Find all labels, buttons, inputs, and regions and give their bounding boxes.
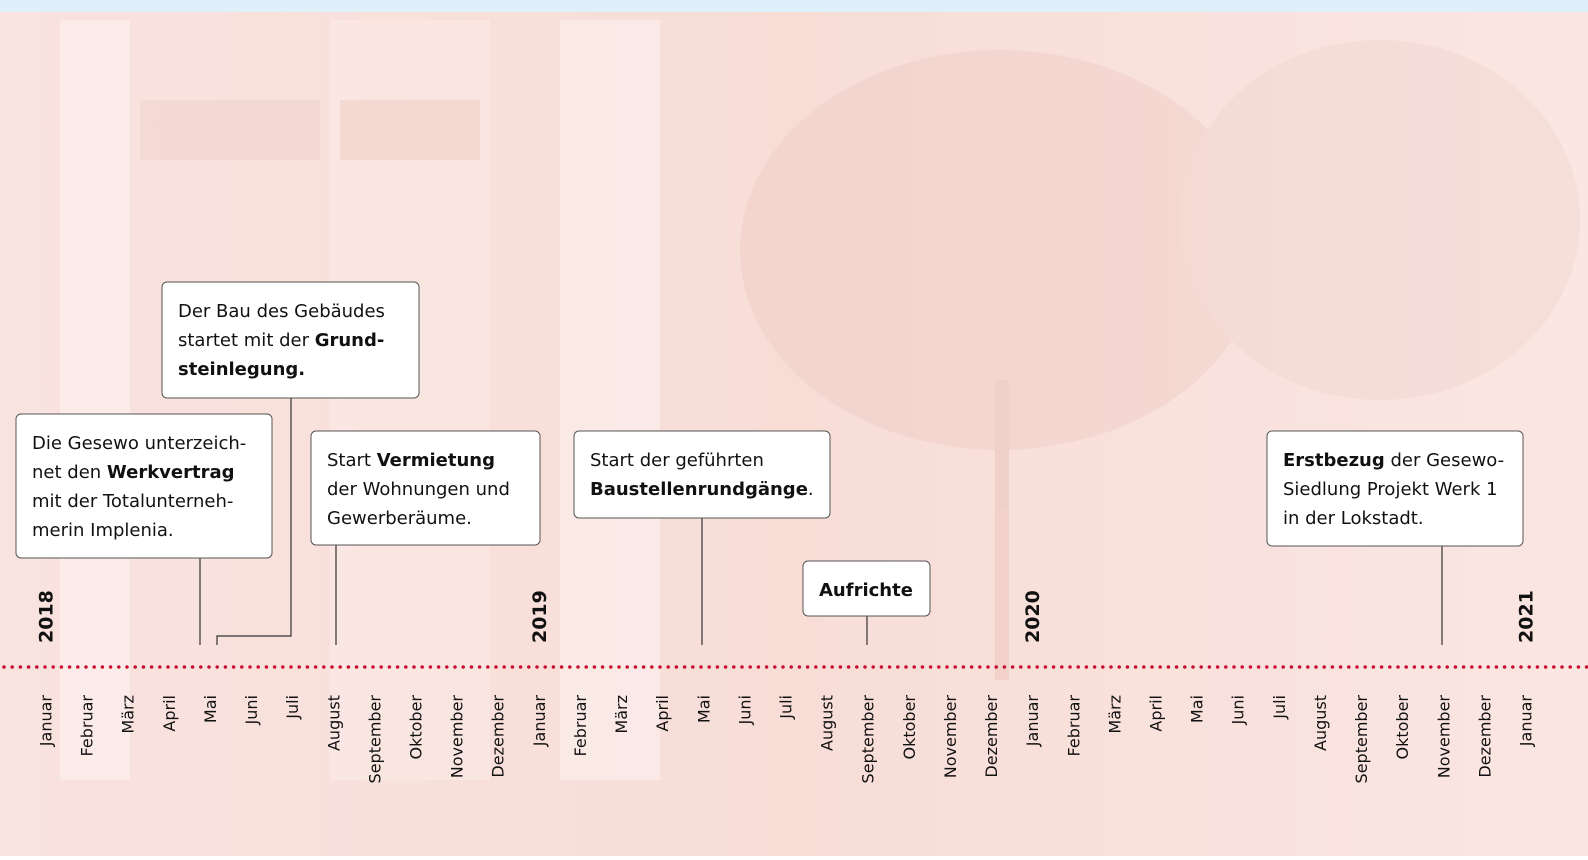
year-label: 2020 [1022, 590, 1044, 643]
event-text: in der Lokstadt. [1283, 508, 1424, 529]
event-text: startet mit der Grund- [178, 330, 384, 351]
event-text: Start Vermietung [327, 450, 495, 471]
month-label: Januar [1517, 695, 1536, 748]
month-label: August [1311, 695, 1330, 751]
event-text: net den Werkvertrag [32, 462, 235, 483]
month-label: Mai [1188, 695, 1207, 723]
event-text-run: Start der geführten [590, 450, 764, 471]
event-text-run: Erstbezug [1283, 450, 1385, 471]
event-text-run: Gewerberäume. [327, 508, 472, 529]
event-text: steinlegung. [178, 359, 305, 380]
year-label: 2019 [529, 590, 551, 643]
month-label: Januar [530, 695, 549, 748]
month-label: Februar [1064, 695, 1083, 757]
top-bar [0, 0, 1588, 12]
month-label: Februar [571, 695, 590, 757]
event-text-run: der Wohnungen und [327, 479, 510, 500]
event-text-run: der Gesewo- [1385, 450, 1504, 471]
month-label: Dezember [1475, 695, 1494, 778]
month-label: März [612, 695, 631, 734]
event-text: der Wohnungen und [327, 479, 510, 500]
month-label: Dezember [489, 695, 508, 778]
month-label: Januar [37, 695, 56, 748]
month-label: Juli [777, 695, 796, 720]
month-label: Juni [735, 695, 754, 725]
event-text-run: Siedlung Projekt Werk 1 [1283, 479, 1498, 500]
month-label: Februar [78, 695, 97, 757]
month-label: Dezember [982, 695, 1001, 778]
month-label: April [653, 695, 672, 732]
event-text: Gewerberäume. [327, 508, 472, 529]
year-label: 2018 [36, 590, 58, 643]
event-text-run: . [808, 479, 814, 500]
month-label: September [859, 695, 878, 784]
event-text-run: steinlegung. [178, 359, 305, 380]
month-label: Juni [1229, 695, 1248, 725]
month-label: September [1352, 695, 1371, 784]
event-text: Der Bau des Gebäudes [178, 301, 385, 322]
event-text: Start der geführten [590, 450, 764, 471]
month-label: September [365, 695, 384, 784]
month-label: November [448, 695, 467, 779]
month-label: November [941, 695, 960, 779]
month-label: Oktober [1393, 695, 1412, 760]
event-box [574, 431, 830, 518]
month-label: März [1105, 695, 1124, 734]
event-text-run: startet mit der [178, 330, 315, 351]
month-label: Oktober [407, 695, 426, 760]
event-text-run: net den [32, 462, 107, 483]
event-text-run: in der Lokstadt. [1283, 508, 1424, 529]
timeline-page: Januar Februar März April Mai Juni Juli August S… [0, 0, 1588, 856]
month-label: April [160, 695, 179, 732]
event-text: Die Gesewo unterzeich- [32, 433, 246, 454]
event-text-run: Start [327, 450, 377, 471]
event-text-run: Aufrichte [819, 580, 913, 601]
event-text-run: merin Implenia. [32, 520, 174, 541]
event-text-run: Vermietung [377, 450, 495, 471]
event-text-run: Grund- [315, 330, 385, 351]
month-label: Juli [283, 695, 302, 720]
event-text: Siedlung Projekt Werk 1 [1283, 479, 1498, 500]
event-text: merin Implenia. [32, 520, 174, 541]
event-text: Aufrichte [819, 580, 913, 601]
event-text: Erstbezug der Gesewo- [1283, 450, 1504, 471]
event-text-run: Die Gesewo unterzeich- [32, 433, 246, 454]
month-label: Juli [1270, 695, 1289, 720]
month-label: August [818, 695, 837, 751]
month-label: August [324, 695, 343, 751]
month-label: November [1434, 695, 1453, 779]
month-label: Mai [201, 695, 220, 723]
month-label: Oktober [900, 695, 919, 760]
month-label: Juni [242, 695, 261, 725]
month-label: April [1147, 695, 1166, 732]
event-text-run: mit der Totalunterneh- [32, 491, 233, 512]
event-text: mit der Totalunterneh- [32, 491, 233, 512]
event-text-run: Baustellenrundgänge [590, 479, 808, 500]
event-text: Baustellenrundgänge. [590, 479, 814, 500]
year-label: 2021 [1516, 590, 1538, 643]
month-label: Januar [1023, 695, 1042, 748]
event-text-run: Der Bau des Gebäudes [178, 301, 385, 322]
month-label: Mai [694, 695, 713, 723]
month-label: März [119, 695, 138, 734]
event-text-run: Werkvertrag [107, 462, 235, 483]
